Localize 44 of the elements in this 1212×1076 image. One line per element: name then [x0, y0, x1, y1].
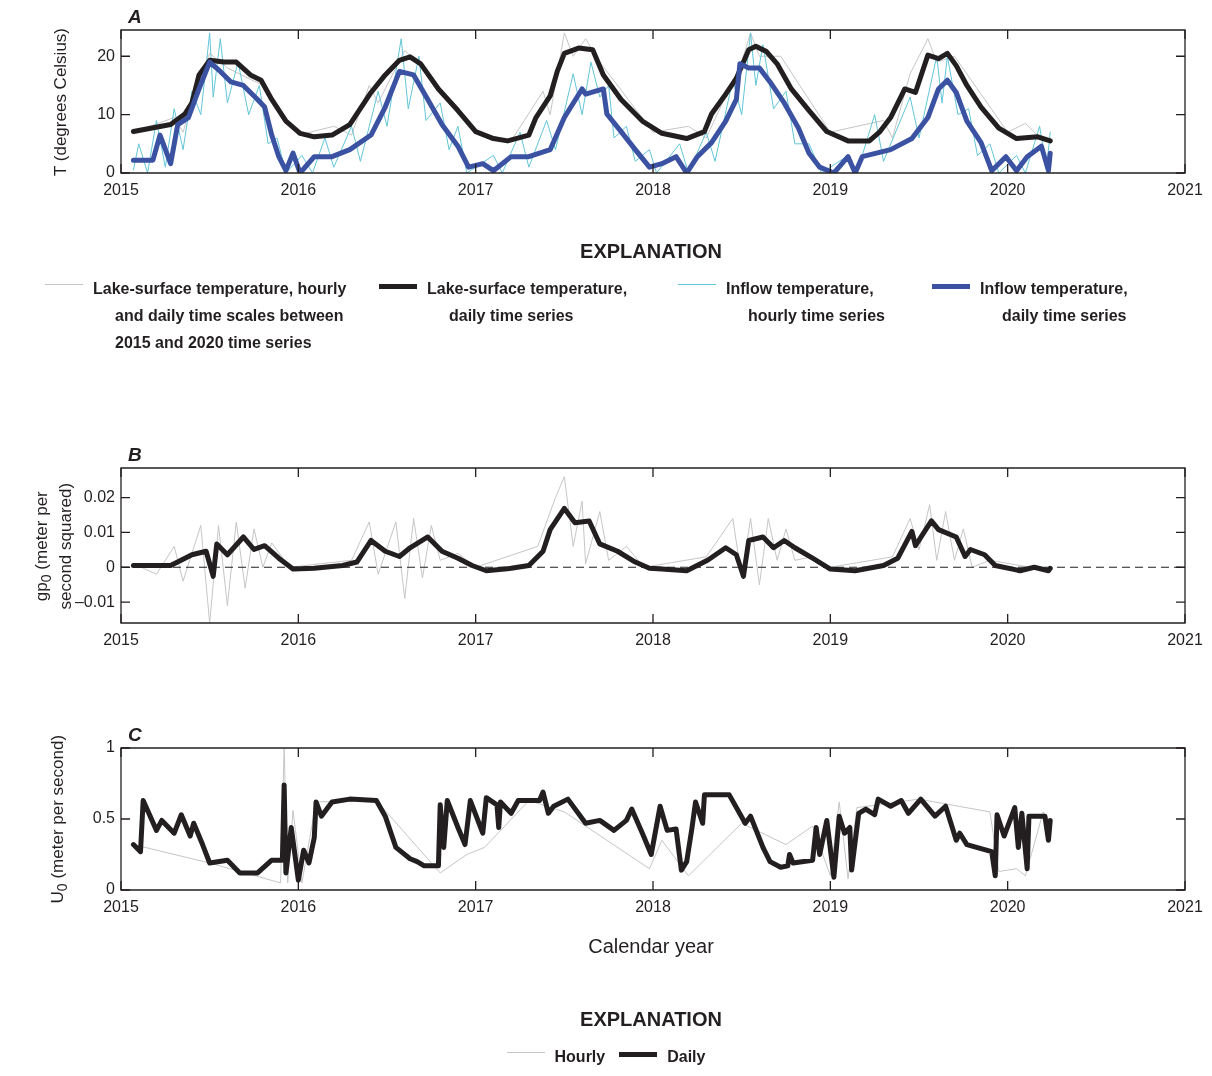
x-tick-label: 2017: [457, 181, 494, 199]
x-tick-label: 2019: [812, 898, 849, 916]
x-tick-label: 2016: [280, 181, 317, 199]
x-tick-label: 2015: [103, 181, 139, 199]
y-tick-label: 0.5: [92, 809, 116, 827]
x-tick-label: 2018: [635, 181, 671, 199]
legend-label: Lake-surface temperature, daily time series: [427, 279, 629, 326]
y-tick-label: 1: [106, 738, 116, 756]
x-tick-label: 2020: [989, 631, 1026, 649]
x-tick-label: 2015: [103, 898, 139, 916]
y-axis-title: T (degrees Celsius): [50, 26, 70, 178]
legend-label: Lake-surface temperature, hourly and daily time scales between 2015 and 2020 time series: [93, 279, 348, 353]
y-tick-label: –0.01: [74, 592, 116, 610]
y-tick-label: 0: [106, 557, 116, 575]
y-tick-label: 0.01: [83, 522, 116, 540]
x-tick-label: 2020: [989, 898, 1026, 916]
x-tick-label: 2018: [635, 898, 671, 916]
y-tick-label: 20: [97, 46, 116, 64]
x-tick-label: 2017: [457, 631, 494, 649]
chart-title: A: [128, 6, 142, 28]
y-tick-label: 10: [97, 105, 116, 123]
x-tick-label: 2021: [1167, 898, 1203, 916]
legend-title: EXPLANATION: [579, 1008, 723, 1031]
x-tick-label: 2018: [635, 631, 671, 649]
y-tick-label: 0: [106, 880, 116, 898]
y-tick-label: 0: [106, 163, 116, 181]
legend-label: Daily: [667, 1047, 706, 1067]
y-tick-label: 0.02: [83, 488, 116, 506]
x-tick-label: 2017: [457, 898, 494, 916]
x-tick-label: 2021: [1167, 181, 1203, 199]
legend-label: Inflow temperature, daily time series: [980, 279, 1129, 326]
x-tick-label: 2016: [280, 898, 317, 916]
x-tick-label: 2019: [812, 181, 849, 199]
x-tick-label: 2020: [989, 181, 1026, 199]
x-tick-label: 2019: [812, 631, 849, 649]
x-tick-label: 2016: [280, 631, 317, 649]
chart-title: B: [128, 444, 142, 466]
x-tick-label: 2015: [103, 631, 139, 649]
legend-title: EXPLANATION: [579, 240, 723, 263]
legend-label: Inflow temperature, hourly time series: [726, 279, 886, 326]
x-axis-title: Calendar year: [587, 935, 715, 958]
x-tick-label: 2021: [1167, 631, 1203, 649]
chart-title: C: [128, 724, 142, 746]
legend-label: Hourly: [554, 1047, 606, 1067]
